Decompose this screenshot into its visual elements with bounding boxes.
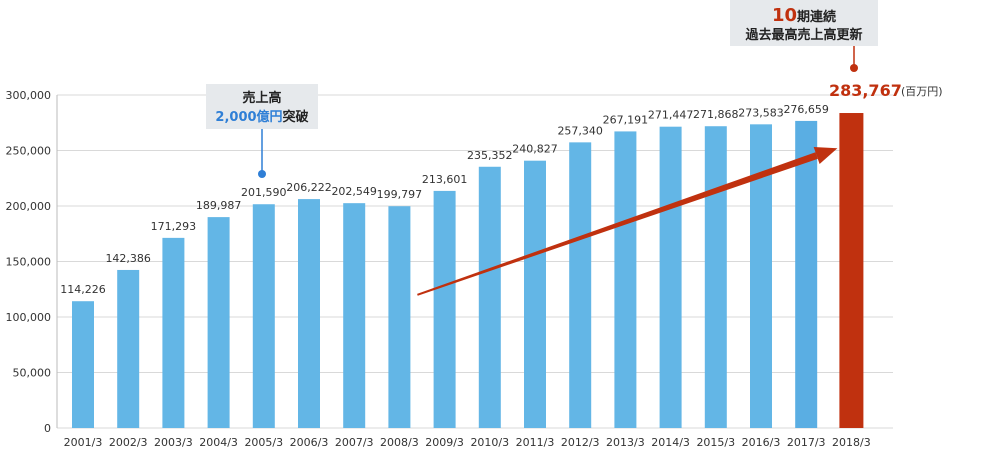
bar-2009/3	[433, 190, 456, 428]
annotation-line2: 過去最高売上高更新	[744, 27, 862, 43]
x-tick-label: 2015/3	[696, 436, 735, 449]
x-tick-label: 2007/3	[335, 436, 374, 449]
data-label-2007/3: 202,549	[331, 185, 377, 198]
data-label-2011/3: 240,827	[512, 143, 558, 156]
bar-2008/3	[388, 206, 411, 428]
data-label-2009/3: 213,601	[422, 173, 468, 186]
x-tick-label: 2011/3	[516, 436, 555, 449]
y-tick-label: 250,000	[6, 145, 52, 158]
bar-2018/3	[839, 113, 864, 429]
annotation-line1: 売上高	[242, 90, 281, 106]
trend-arrow	[417, 147, 838, 296]
annotation-2000-oku: 売上高 2,000億円突破	[206, 84, 318, 178]
x-tick-label: 2016/3	[742, 436, 781, 449]
data-label-2001/3: 114,226	[60, 283, 106, 296]
annotation-value: 2,000億円	[215, 109, 282, 125]
y-tick-label: 150,000	[6, 256, 52, 269]
x-tick-label: 2002/3	[109, 436, 148, 449]
x-tick-label: 2004/3	[199, 436, 238, 449]
trend-arrow-shaft	[417, 152, 818, 296]
trend-arrow-head	[813, 147, 838, 165]
data-label-2004/3: 189,987	[196, 199, 242, 212]
x-tick-label: 2003/3	[154, 436, 193, 449]
annotation-dot	[258, 170, 266, 178]
x-tick-label: 2006/3	[290, 436, 329, 449]
bar-2011/3	[524, 160, 546, 428]
data-label-2005/3: 201,590	[241, 186, 287, 199]
bar-2006/3	[298, 199, 320, 428]
data-label-2015/3: 271,868	[693, 108, 739, 121]
data-label-2006/3: 206,222	[286, 181, 332, 194]
y-tick-label: 100,000	[6, 311, 52, 324]
x-tick-label: 2008/3	[380, 436, 419, 449]
bar-2012/3	[569, 142, 592, 428]
bar-2002/3	[117, 269, 140, 428]
bar-2013/3	[614, 131, 637, 429]
annotation-suffix: 期連続	[797, 9, 836, 25]
y-axis-ticks: 0 50,000 100,000 150,000 200,000 250,000 300,0…	[6, 89, 52, 435]
data-label-2016/3: 273,583	[738, 106, 784, 119]
bar-2017/3	[795, 120, 818, 428]
y-tick-label: 50,000	[13, 367, 52, 380]
bar-2010/3	[478, 166, 501, 428]
bar-2016/3	[750, 124, 772, 428]
data-label-2017/3: 276,659	[783, 103, 829, 116]
x-tick-label: 2014/3	[651, 436, 690, 449]
x-axis-labels: 2001/3 2002/3 2003/3 2004/3 2005/3 2006/3 2007…	[64, 436, 871, 449]
bar-2001/3	[72, 301, 94, 428]
bar-2014/3	[659, 126, 682, 428]
data-label-2013/3: 267,191	[603, 113, 649, 126]
x-tick-label: 2001/3	[64, 436, 103, 449]
x-tick-label: 2017/3	[787, 436, 826, 449]
x-tick-label: 2009/3	[425, 436, 464, 449]
bar-2005/3	[252, 204, 275, 428]
data-label-2014/3: 271,447	[648, 109, 694, 122]
annotation-suffix: 突破	[283, 109, 309, 125]
annotation-number: 10	[772, 5, 797, 26]
bar-2003/3	[162, 237, 185, 428]
data-label-2018/3: 283,767	[829, 81, 902, 100]
annotation-dot	[850, 64, 858, 72]
y-tick-label: 300,000	[6, 89, 52, 102]
bar-2007/3	[343, 203, 366, 428]
x-tick-label: 2012/3	[561, 436, 600, 449]
y-tick-label: 200,000	[6, 200, 52, 213]
annotation-line2: 2,000億円突破	[215, 109, 308, 125]
bar-2015/3	[704, 126, 727, 429]
bar-2004/3	[207, 217, 230, 428]
data-label-2008/3: 199,797	[377, 188, 423, 201]
data-label-2003/3: 171,293	[151, 220, 197, 233]
x-tick-label: 2013/3	[606, 436, 645, 449]
annotation-record: 10期連続 過去最高売上高更新	[730, 0, 878, 72]
x-tick-label: 2018/3	[832, 436, 871, 449]
data-label-2010/3: 235,352	[467, 149, 513, 162]
unit-label: (百万円)	[901, 85, 943, 98]
annotation-box	[730, 0, 878, 46]
data-label-2012/3: 257,340	[557, 124, 603, 137]
gridlines	[56, 94, 893, 429]
x-tick-label: 2010/3	[470, 436, 509, 449]
y-tick-label: 0	[44, 422, 51, 435]
data-label-2002/3: 142,386	[105, 252, 151, 265]
annotation-line1: 10期連続	[772, 5, 836, 26]
annotation-box	[206, 84, 318, 129]
x-tick-label: 2005/3	[244, 436, 283, 449]
